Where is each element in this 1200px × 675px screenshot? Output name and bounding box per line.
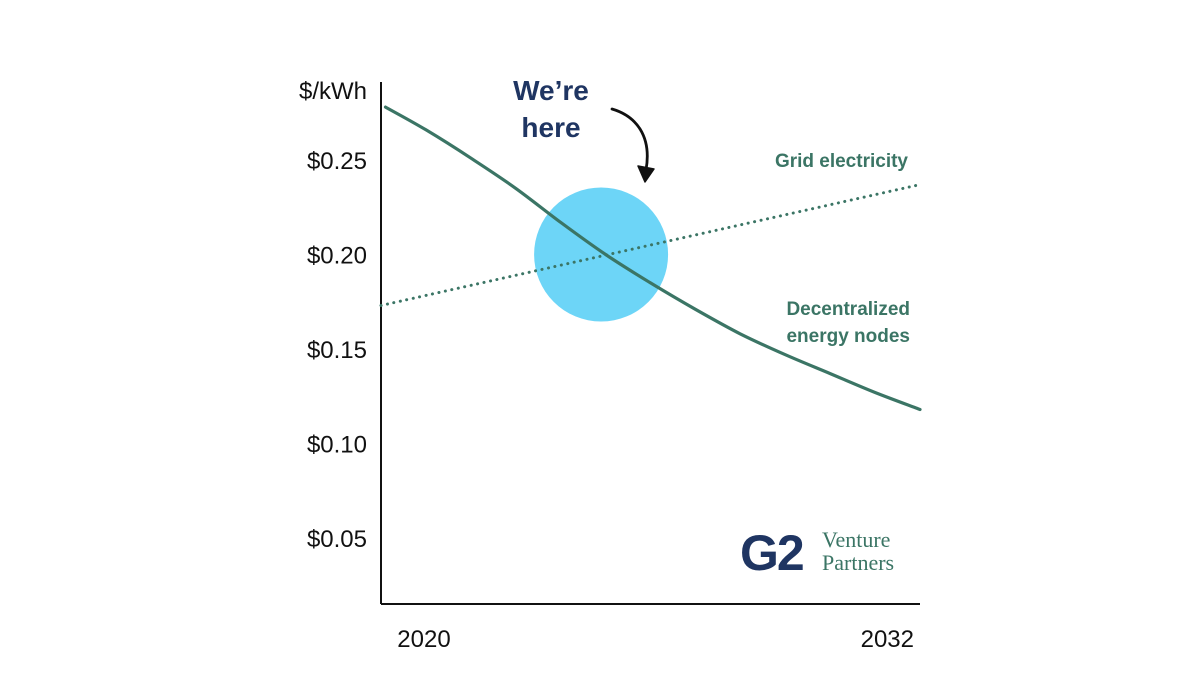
callout: We’re here (513, 75, 655, 183)
series-label: Grid electricity (775, 151, 908, 172)
callout-arrow (610, 107, 649, 172)
logo-mark: G2 (740, 525, 803, 581)
y-tick-label: $0.25 (307, 148, 367, 175)
y-tick-label: $0.15 (307, 337, 367, 364)
x-axis-ticks: 2020 2032 (397, 626, 914, 653)
logo-text-partners: Partners (822, 550, 894, 575)
callout-arrowhead (637, 165, 655, 183)
series-labels: Decentralized energy nodes Grid electricit… (775, 151, 910, 347)
grid-electricity-line (379, 183, 922, 307)
we-are-here-circle (534, 187, 669, 322)
axes: $/kWh (299, 78, 920, 605)
series-label: energy nodes (786, 326, 910, 347)
y-axis-label: $/kWh (299, 78, 367, 105)
highlight-layer (534, 187, 669, 322)
y-tick-label: $0.20 (307, 243, 367, 270)
x-tick-label: 2020 (397, 626, 450, 653)
y-axis-ticks: $0.25 $0.20 $0.15 $0.10 $0.05 (307, 148, 367, 553)
y-tick-label: $0.10 (307, 432, 367, 459)
y-tick-label: $0.05 (307, 526, 367, 553)
series-layer (379, 105, 922, 412)
callout-label: We’re (513, 75, 589, 106)
decentralized-energy-line (383, 105, 922, 412)
x-tick-label: 2032 (861, 626, 914, 653)
series-label: Decentralized (786, 299, 910, 320)
callout-label: here (521, 112, 580, 143)
logo-text-venture: Venture (822, 527, 890, 552)
